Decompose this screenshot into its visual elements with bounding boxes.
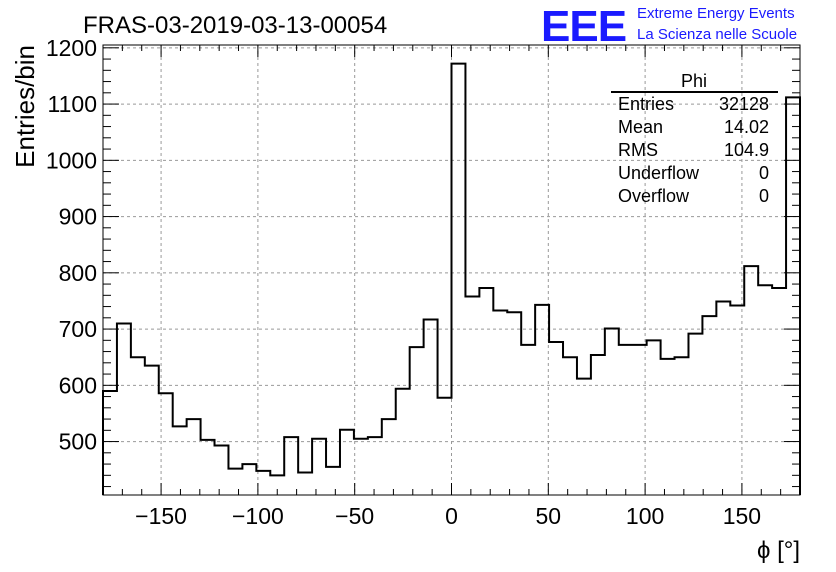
eee-logo-line1: Extreme Energy Events xyxy=(637,5,795,22)
stats-box: Phi Entries 32128 Mean 14.02 RMS 104.9 Underfl… xyxy=(611,71,778,206)
y-tick-label: 900 xyxy=(59,204,97,230)
y-tick-labels: 500 600 700 800 900 1000 1100 1200 xyxy=(46,35,97,455)
x-tick-label: 150 xyxy=(723,503,761,529)
y-tick-label: 1100 xyxy=(48,91,97,117)
x-axis-title: ϕ [°] xyxy=(757,537,800,564)
x-tick-label: −100 xyxy=(232,503,284,529)
stats-label: Overflow xyxy=(618,186,690,206)
stats-value: 32128 xyxy=(719,94,769,114)
y-tick-label: 1000 xyxy=(46,147,97,173)
stats-rows: Entries 32128 Mean 14.02 RMS 104.9 Underflow 0 O… xyxy=(618,94,769,206)
eee-logo-line2: La Scienza nelle Scuole xyxy=(637,26,797,43)
y-tick-label: 1200 xyxy=(46,35,97,61)
histogram-outline xyxy=(102,62,801,495)
stats-value: 14.02 xyxy=(724,117,769,137)
y-tick-label: 700 xyxy=(59,316,97,342)
y-tick-label: 800 xyxy=(59,260,97,286)
eee-logo: EEE Extreme Energy Events La Scienza nel… xyxy=(541,2,797,51)
x-tick-label: 50 xyxy=(536,503,562,529)
stats-label: Mean xyxy=(618,117,663,137)
stats-label: Underflow xyxy=(618,163,700,183)
axis-ticks xyxy=(102,45,801,495)
x-tick-label: 100 xyxy=(626,503,664,529)
stats-title: Phi xyxy=(681,71,707,91)
y-tick-label: 500 xyxy=(59,429,97,455)
chart-title: FRAS-03-2019-03-13-00054 xyxy=(83,12,387,39)
stats-label: RMS xyxy=(618,140,658,160)
stats-label: Entries xyxy=(618,94,674,114)
y-axis-title: Entries/bin xyxy=(10,45,40,168)
stats-value: 0 xyxy=(759,163,769,183)
x-tick-label: 0 xyxy=(445,503,458,529)
x-tick-labels: −150 −100 −50 0 50 100 150 xyxy=(135,503,761,529)
eee-logo-text: EEE xyxy=(541,2,626,51)
stats-value: 104.9 xyxy=(724,140,769,160)
stats-value: 0 xyxy=(759,186,769,206)
x-tick-label: −150 xyxy=(135,503,187,529)
y-tick-label: 600 xyxy=(59,372,97,398)
x-tick-label: −50 xyxy=(335,503,374,529)
